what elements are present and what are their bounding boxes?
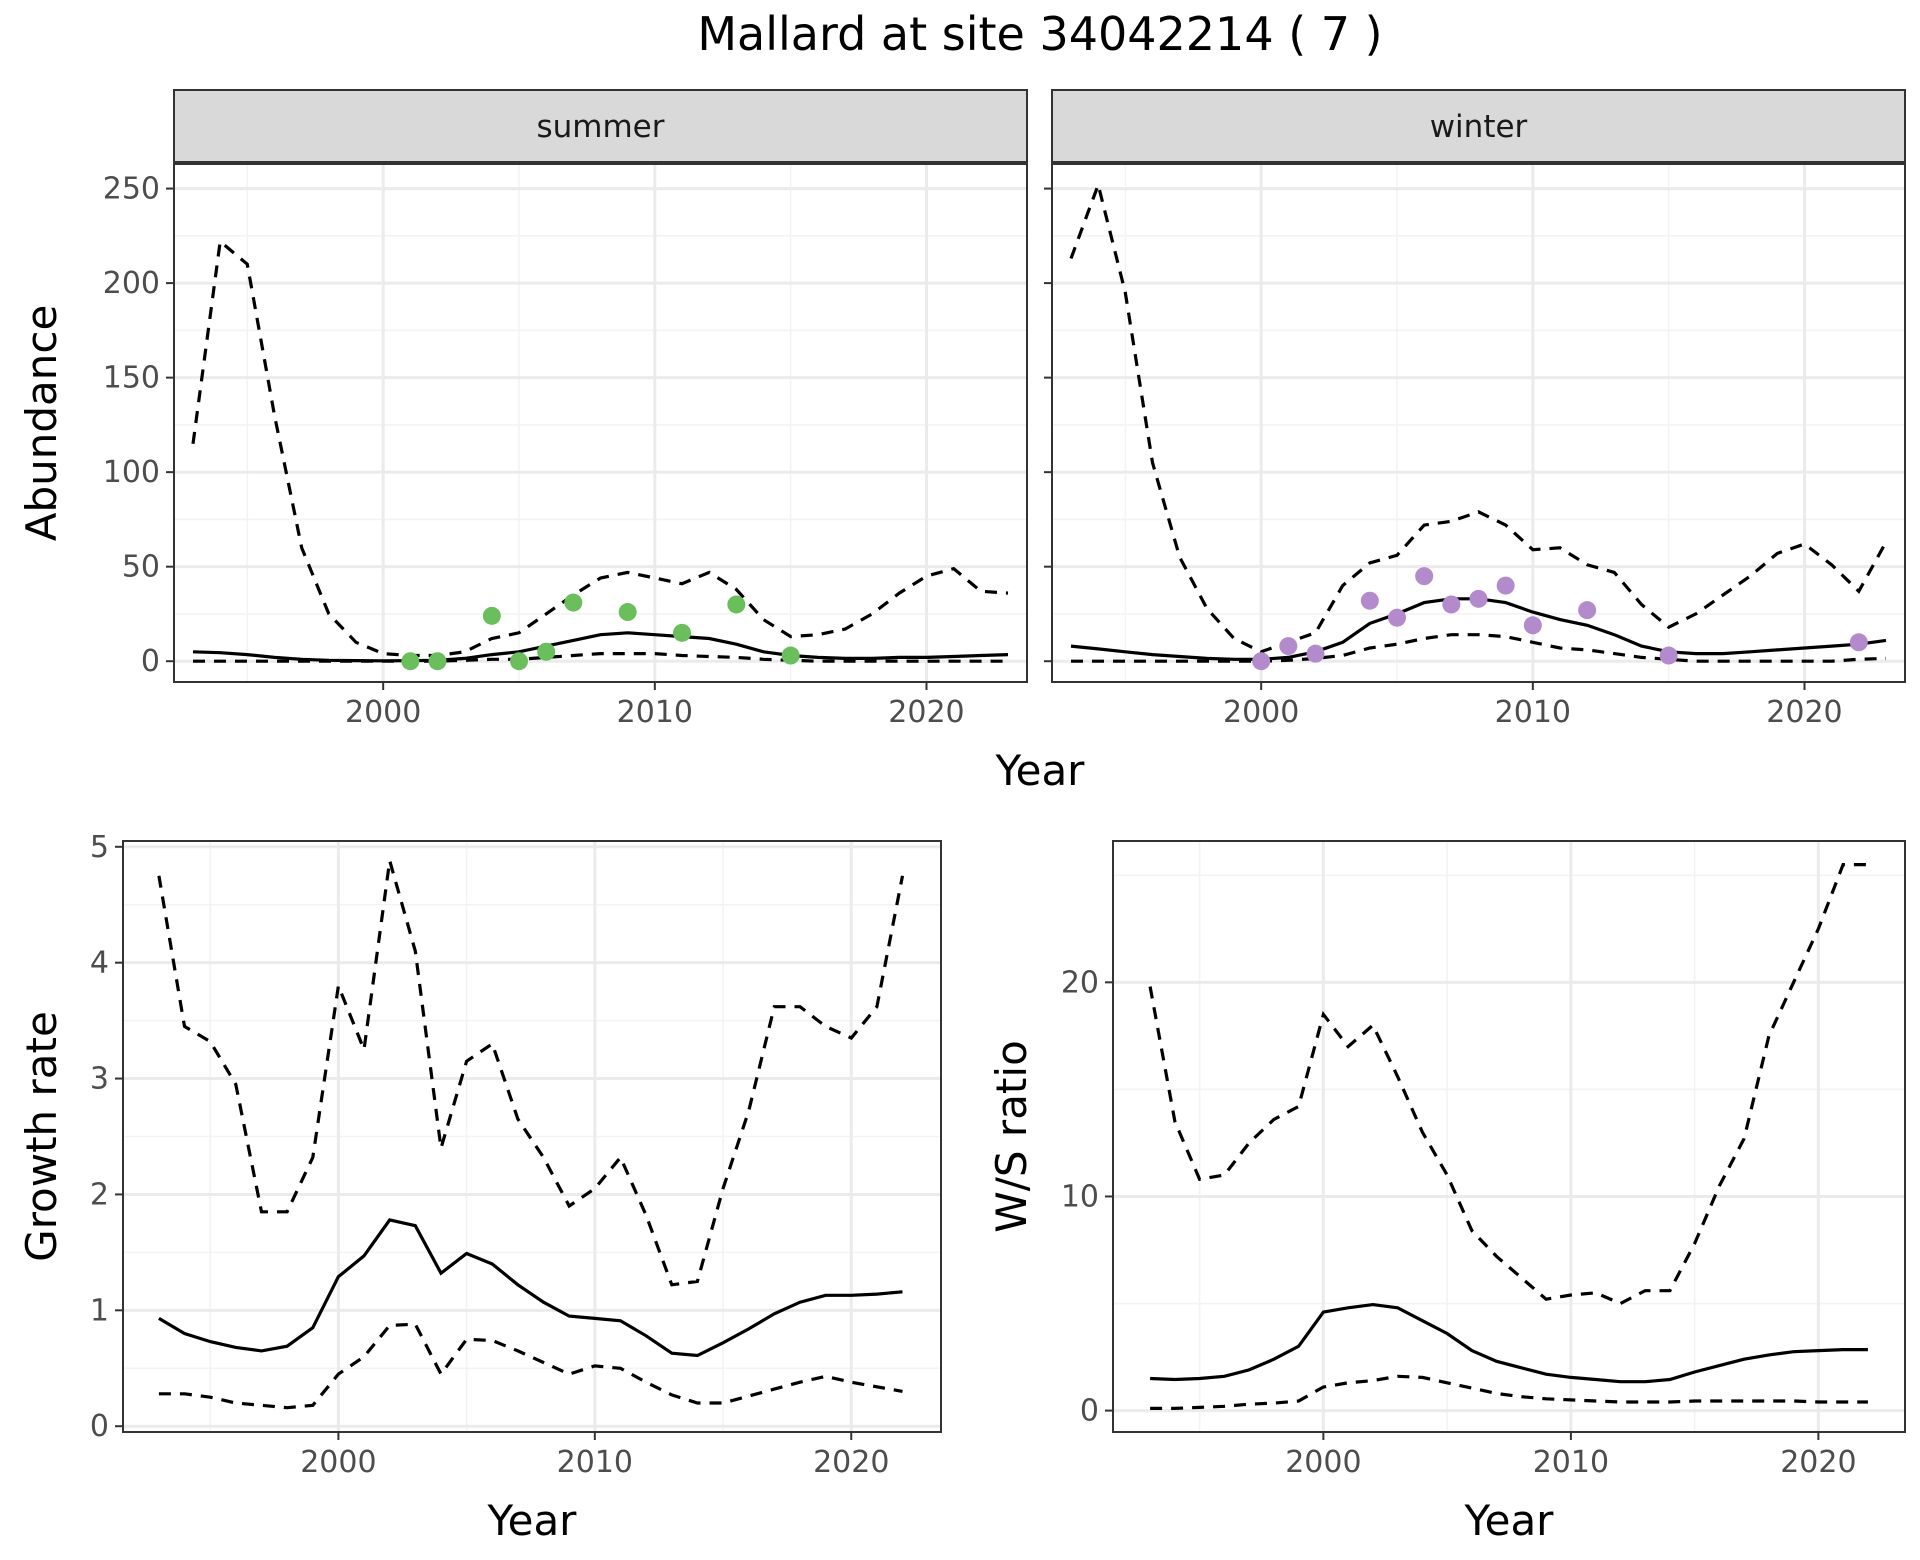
observed-point [1659,646,1678,665]
observed-points [1252,567,1868,671]
gridlines [1052,164,1905,682]
series-group [1148,862,1868,1411]
observed-point [618,603,637,622]
panel-abundance-winter: 2000 2010 2020 winter [1044,89,1906,730]
panel-ws-ratio: 2000 2010 2020 0 10 20 W/S ratio Year [987,840,1906,1545]
lower-bound-line [158,1322,903,1410]
estimate-line [158,1218,903,1358]
panel-growth-rate: 2000 2010 2020 0 1 2 3 4 5 Growth rate Year [17,830,942,1545]
facet-label: winter [1430,109,1528,145]
observed-point [401,652,420,671]
observed-point [537,642,556,661]
y-tick-label: 200 [103,266,160,301]
upper-bound-line [191,238,1009,658]
observed-point [428,652,447,671]
observed-point [672,623,691,642]
upper-bound-line [1148,862,1868,1306]
x-tick-label: 2010 [617,695,693,730]
observed-point [1279,637,1298,656]
x-tick-label: 2020 [813,1445,889,1480]
x-tick-label: 2000 [345,695,421,730]
x-tick-label: 2020 [1780,1445,1856,1480]
x-tick-label: 2000 [1223,695,1299,730]
panel-border [1051,163,1906,683]
x-tick-label: 2010 [1495,695,1571,730]
y-tick-label: 20 [1061,965,1099,1000]
y-tick-label: 0 [90,1409,109,1444]
x-tick-label: 2000 [1285,1445,1361,1480]
facet-label: summer [536,109,664,145]
y-tick-label: 0 [141,644,160,679]
observed-point [564,593,583,612]
facet-strip [1051,89,1906,163]
gridlines [1113,841,1905,1432]
lower-bound-line [1071,633,1887,663]
y-axis-title: Abundance [17,305,66,542]
y-tick-label: 250 [103,172,160,207]
upper-bound-line [1069,179,1888,654]
y-tick-label: 3 [90,1062,109,1097]
observed-point [1415,567,1434,586]
x-axis-title: Year [487,1496,578,1545]
observed-point [1442,595,1461,614]
x-axis-title: Year [1464,1496,1555,1545]
facet-strip [173,89,1028,163]
y-tick-label: 150 [103,361,160,396]
y-tick-label: 100 [103,455,160,490]
upper-bound-line [157,860,905,1287]
y-tick-label: 1 [90,1293,109,1328]
observed-point [1849,633,1868,652]
observed-point [1388,608,1407,627]
observed-point [727,595,746,614]
observed-point [1523,616,1542,635]
observed-point [1252,652,1271,671]
panel-border [122,840,942,1433]
series-group [191,238,1009,663]
gridlines [123,841,941,1432]
x-tick-label: 2010 [1533,1445,1609,1480]
x-tick-label: 2010 [557,1445,633,1480]
observed-point [1496,576,1515,595]
figure-title: Mallard at site 34042214 ( 7 ) [697,7,1382,61]
y-tick-label: 4 [90,946,109,981]
y-axis-title: Growth rate [17,1011,66,1262]
panel-border [173,163,1028,683]
x-tick-label: 2000 [300,1445,376,1480]
lower-bound-line [1150,1374,1868,1411]
y-tick-label: 2 [90,1177,109,1212]
y-tick-label: 50 [122,550,160,585]
plot-background [1113,841,1905,1432]
panel-abundance-summer: 2000 2010 2020 0 50 100 150 200 250 summer Abundan… [17,89,1028,730]
y-tick-label: 0 [1080,1394,1099,1429]
series-group [157,860,905,1410]
observed-point [781,646,800,665]
observed-point [1469,589,1488,608]
observed-point [1360,591,1379,610]
abundance-x-axis-title: Year [995,746,1086,795]
observed-points [401,593,800,671]
observed-point [510,652,529,671]
x-tick-label: 2020 [888,695,964,730]
lower-bound-line [193,651,1008,663]
observed-point [1306,644,1325,663]
y-tick-label: 5 [90,830,109,865]
y-tick-label: 10 [1061,1179,1099,1214]
panel-border [1112,840,1906,1433]
x-tick-label: 2020 [1766,695,1842,730]
y-axis-title: W/S ratio [987,1040,1036,1233]
plot-background [174,164,1027,682]
estimate-line [1150,1302,1868,1384]
observed-point [482,606,501,625]
observed-point [1578,601,1597,620]
